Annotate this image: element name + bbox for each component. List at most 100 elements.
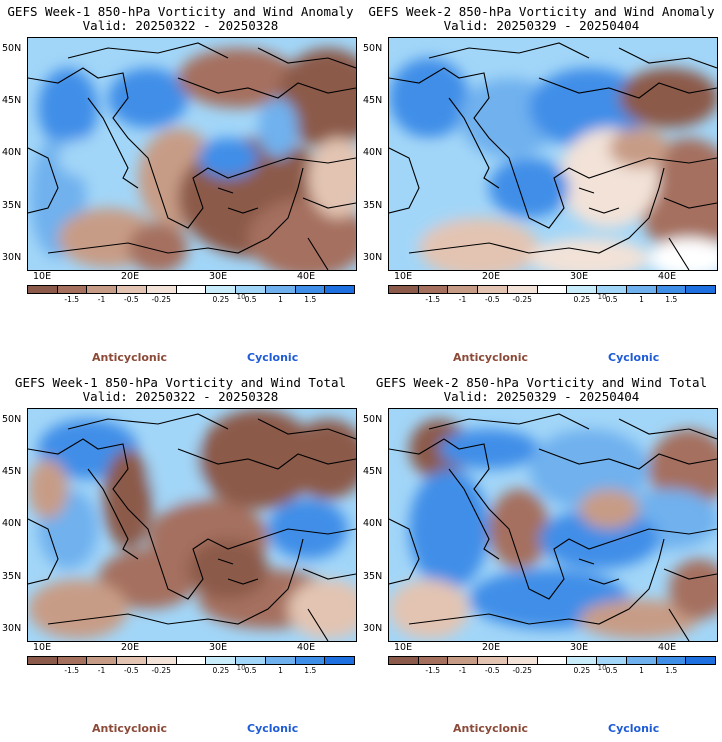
coastline <box>389 438 717 600</box>
anticyclonic-label: Anticyclonic <box>92 722 168 735</box>
longitude-label: 30E <box>570 642 589 653</box>
colorbar-swatch <box>57 286 88 293</box>
colorbar-tick-label: 1 <box>278 666 283 675</box>
colorbar-tick-label: -1 <box>97 295 106 304</box>
colorbar-unit: 10 <box>597 293 607 301</box>
colorbar-swatch <box>656 657 687 664</box>
vorticity-region <box>649 238 717 270</box>
map-panel-week1-anomaly: GEFS Week-1 850-hPa Vorticity and Wind A… <box>0 0 361 371</box>
vorticity-map <box>388 37 718 271</box>
colorbar-tick-label: 1.5 <box>665 666 678 675</box>
longitude-label: 30E <box>570 271 589 282</box>
latitude-label: 50N <box>363 414 383 425</box>
latitude-label: 30N <box>2 252 22 263</box>
longitude-label: 20E <box>482 271 501 282</box>
colorbar-swatch <box>597 657 627 664</box>
colorbar-swatch <box>295 657 326 664</box>
latitude-label: 40N <box>2 518 22 529</box>
vorticity-field <box>389 419 717 639</box>
colorbar-swatch <box>626 286 657 293</box>
panel-title: GEFS Week-2 850-hPa Vorticity and Wind A… <box>368 4 715 19</box>
colorbar-swatch <box>537 657 568 664</box>
cyclonic-label: Cyclonic <box>608 351 660 364</box>
colorbar-tick-label: 0.5 <box>605 295 618 304</box>
coastline <box>578 558 620 585</box>
colorbar-tick-label: -0.25 <box>512 295 532 304</box>
colorbar <box>388 285 716 294</box>
coastline <box>389 518 420 585</box>
coastline <box>663 568 717 641</box>
colorbar-tick-label: -0.25 <box>151 666 171 675</box>
vorticity-region <box>489 158 569 218</box>
coastline <box>217 558 259 585</box>
colorbar-swatch <box>87 286 118 293</box>
vorticity-region <box>539 509 659 569</box>
latitude-label: 40N <box>363 147 383 158</box>
colorbar-unit: 10 <box>236 293 246 301</box>
colorbar-swatch <box>176 286 207 293</box>
colorbar-swatch <box>389 657 419 664</box>
coastline <box>538 77 717 99</box>
cyclonic-label: Cyclonic <box>247 722 299 735</box>
coastline <box>87 97 139 189</box>
coastline <box>408 538 665 625</box>
map-canvas <box>28 409 356 641</box>
colorbar <box>388 656 716 665</box>
vorticity-region <box>148 429 208 509</box>
vorticity-region <box>288 419 356 499</box>
colorbar-tick-label: 1.5 <box>304 295 317 304</box>
panel-title: GEFS Week-2 850-hPa Vorticity and Wind T… <box>375 375 708 390</box>
latitude-label: 30N <box>363 252 383 263</box>
anticyclonic-label: Anticyclonic <box>453 722 529 735</box>
vorticity-region <box>308 138 356 218</box>
colorbar-swatch <box>597 286 627 293</box>
colorbar-tick-label: -1 <box>97 666 106 675</box>
colorbar-swatch <box>146 286 177 293</box>
colorbar-swatch <box>236 286 266 293</box>
colorbar <box>27 285 355 294</box>
colorbar-swatch <box>146 657 177 664</box>
map-canvas <box>28 38 356 270</box>
vorticity-region <box>108 68 188 128</box>
colorbar-swatch <box>325 286 355 293</box>
colorbar <box>27 656 355 665</box>
latitude-label: 45N <box>2 466 22 477</box>
coastline <box>67 42 356 69</box>
vorticity-region <box>489 489 549 569</box>
colorbar-tick-label: 1.5 <box>665 295 678 304</box>
longitude-label: 30E <box>209 271 228 282</box>
colorbar-tick-label: -0.5 <box>485 295 500 304</box>
latitude-label: 45N <box>363 95 383 106</box>
colorbar-tick-label: -1 <box>458 295 467 304</box>
latitude-label: 35N <box>363 200 383 211</box>
colorbar-tick-label: -0.5 <box>124 295 139 304</box>
coastlines <box>28 413 356 641</box>
map-panel-week2-anomaly: GEFS Week-2 850-hPa Vorticity and Wind A… <box>361 0 722 371</box>
latitude-label: 40N <box>2 147 22 158</box>
colorbar-swatch <box>567 286 598 293</box>
coastlines <box>28 42 356 270</box>
coastline <box>177 77 356 99</box>
coastline <box>389 67 717 229</box>
colorbar-swatch <box>448 286 479 293</box>
vorticity-region <box>639 138 717 258</box>
vorticity-region <box>579 489 639 529</box>
map-panel-week2-total: GEFS Week-2 850-hPa Vorticity and Wind T… <box>361 371 722 742</box>
longitude-label: 40E <box>297 271 316 282</box>
colorbar-tick-label: 0.5 <box>605 666 618 675</box>
colorbar-swatch <box>478 286 508 293</box>
longitude-label: 20E <box>482 642 501 653</box>
colorbar-tick-label: 1 <box>278 295 283 304</box>
coastlines <box>389 413 717 641</box>
colorbar-swatch <box>265 657 296 664</box>
coastline <box>177 448 356 470</box>
latitude-label: 30N <box>363 623 383 634</box>
coastline <box>663 197 717 270</box>
colorbar-swatch <box>626 657 657 664</box>
vorticity-region <box>529 68 649 148</box>
colorbar-swatch <box>206 286 237 293</box>
longitude-label: 40E <box>658 271 677 282</box>
colorbar-tick-label: -0.5 <box>485 666 500 675</box>
vorticity-region <box>38 68 98 148</box>
colorbar-tick-label: 0.5 <box>244 295 257 304</box>
